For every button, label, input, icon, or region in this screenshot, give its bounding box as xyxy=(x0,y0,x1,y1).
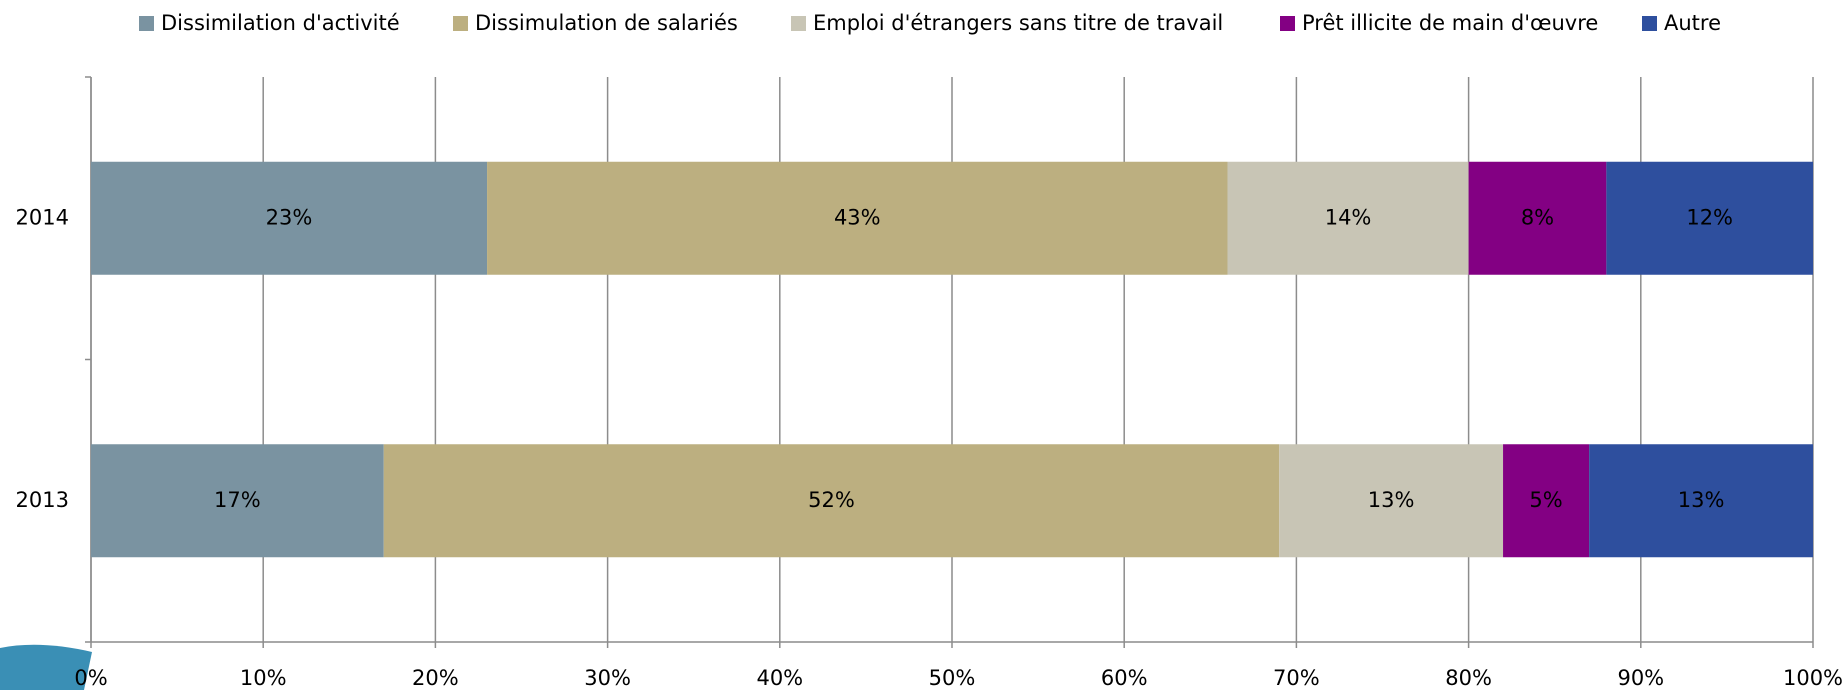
legend-swatch xyxy=(139,16,154,31)
bar-segment xyxy=(1589,444,1813,558)
data-label: 14% xyxy=(1325,205,1372,229)
y-tick-label: 2014 xyxy=(16,205,69,229)
bar-segment xyxy=(487,161,1228,275)
bar-segment xyxy=(1606,161,1813,275)
legend-swatch xyxy=(453,16,468,31)
data-label: 12% xyxy=(1686,205,1733,229)
x-tick-label: 80% xyxy=(1445,666,1492,690)
x-tick-label: 90% xyxy=(1617,666,1664,690)
legend-swatch xyxy=(1280,16,1295,31)
data-label: 43% xyxy=(834,205,881,229)
x-tick-label: 20% xyxy=(412,666,459,690)
bar-segment xyxy=(91,161,488,275)
x-tick-label: 70% xyxy=(1273,666,1320,690)
data-label: 23% xyxy=(266,205,313,229)
x-tick-label: 100% xyxy=(1783,666,1843,690)
data-label: 13% xyxy=(1678,488,1725,512)
x-tick-label: 50% xyxy=(929,666,976,690)
legend-label: Dissimulation de salariés xyxy=(475,11,738,35)
legend-label: Autre xyxy=(1664,11,1721,35)
legend-label: Dissimilation d'activité xyxy=(161,11,400,35)
legend-label: Emploi d'étrangers sans titre de travail xyxy=(813,11,1223,35)
data-label: 13% xyxy=(1368,488,1415,512)
bar-segment xyxy=(1503,444,1590,558)
decoration xyxy=(0,644,92,690)
x-tick-label: 0% xyxy=(74,666,107,690)
bar-segment xyxy=(1279,444,1504,558)
legend-swatch xyxy=(791,16,806,31)
bar-segment xyxy=(1227,161,1469,275)
bar-segment xyxy=(383,444,1280,558)
x-tick-label: 60% xyxy=(1101,666,1148,690)
x-tick-label: 10% xyxy=(240,666,287,690)
x-tick-label: 40% xyxy=(756,666,803,690)
legend-label: Prêt illicite de main d'œuvre xyxy=(1302,11,1598,35)
bar-segment xyxy=(1468,161,1607,275)
legend-swatch xyxy=(1642,16,1657,31)
data-label: 5% xyxy=(1529,488,1562,512)
y-tick-label: 2013 xyxy=(16,488,69,512)
bar-segment xyxy=(91,444,384,558)
data-label: 17% xyxy=(214,488,261,512)
data-label: 8% xyxy=(1521,205,1554,229)
x-tick-label: 30% xyxy=(584,666,631,690)
data-label: 52% xyxy=(808,488,855,512)
